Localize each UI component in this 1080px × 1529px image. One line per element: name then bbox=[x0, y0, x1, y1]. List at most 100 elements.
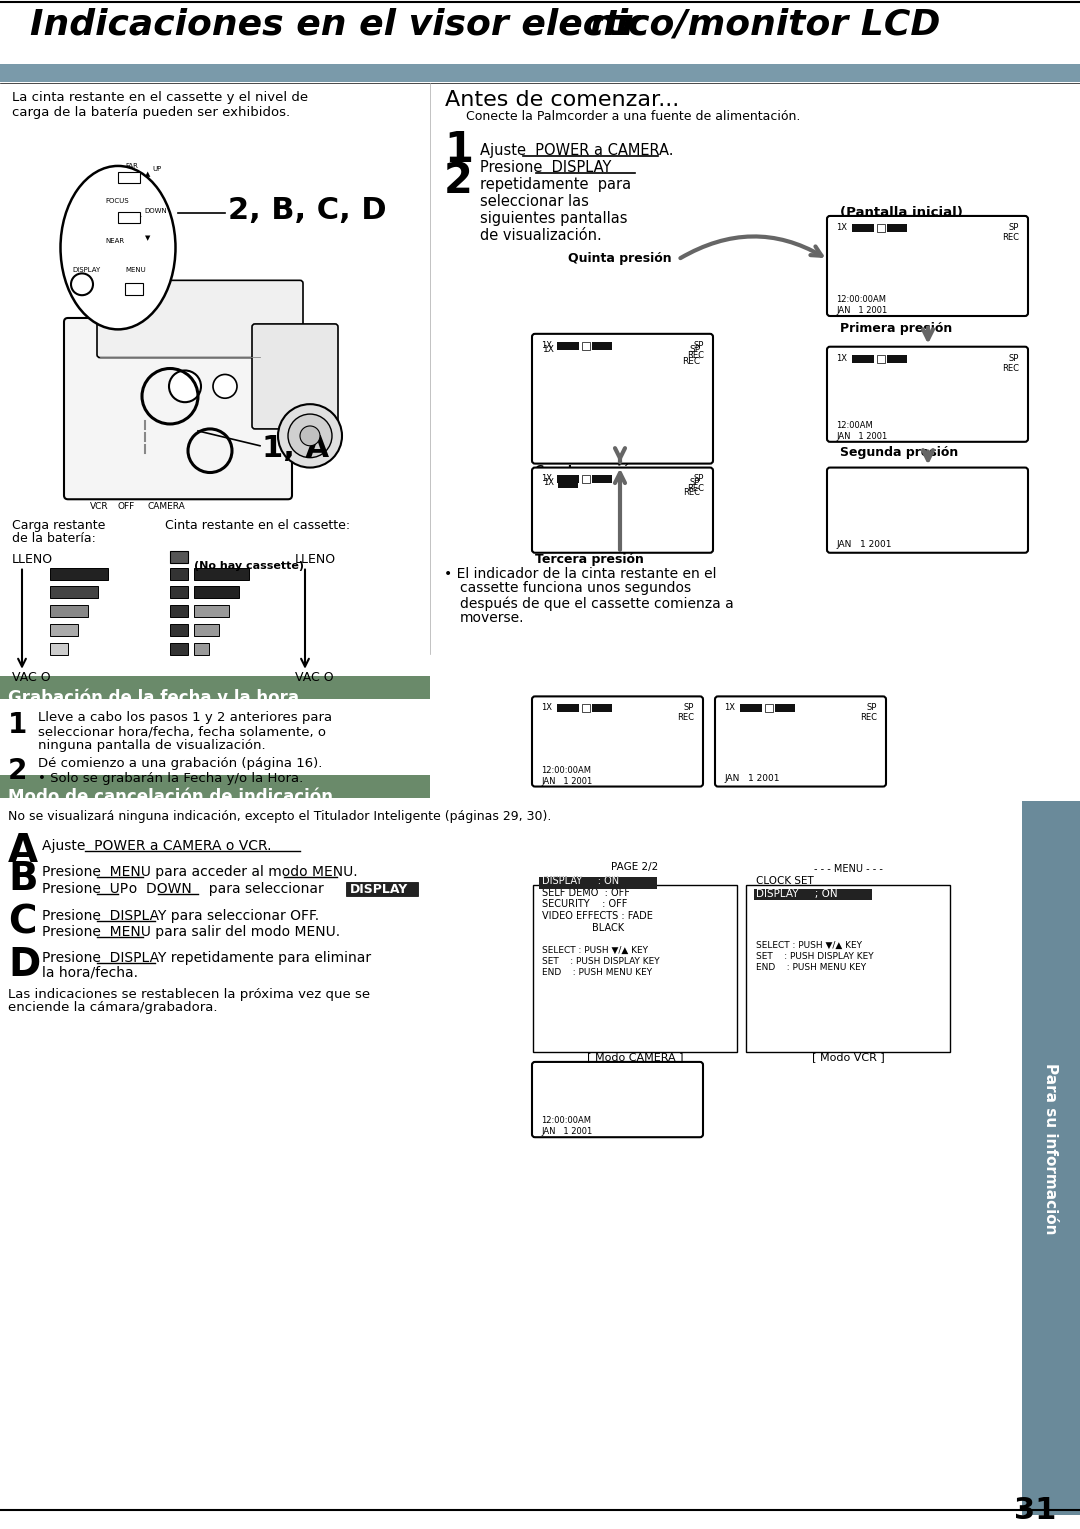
Text: REC: REC bbox=[681, 356, 700, 365]
Text: de visualización.: de visualización. bbox=[480, 228, 602, 243]
Text: MENU: MENU bbox=[125, 268, 146, 274]
FancyBboxPatch shape bbox=[746, 885, 950, 1052]
FancyBboxPatch shape bbox=[252, 324, 338, 430]
Bar bbox=[557, 476, 579, 483]
Text: moverse.: moverse. bbox=[460, 612, 525, 625]
Text: BLACK: BLACK bbox=[542, 924, 624, 933]
Text: B: B bbox=[8, 859, 38, 898]
Text: seleccionar las: seleccionar las bbox=[480, 194, 589, 209]
Bar bbox=[582, 705, 590, 713]
Bar bbox=[170, 567, 188, 579]
Bar bbox=[582, 342, 590, 350]
Text: Ajuste  POWER a CAMERA o VCR.: Ajuste POWER a CAMERA o VCR. bbox=[42, 839, 271, 853]
Bar bbox=[754, 888, 872, 901]
Bar bbox=[877, 355, 885, 362]
Bar bbox=[50, 605, 87, 618]
Text: 1X: 1X bbox=[543, 344, 555, 353]
FancyBboxPatch shape bbox=[97, 280, 303, 358]
Text: JAN   1 2001: JAN 1 2001 bbox=[724, 774, 780, 783]
Bar bbox=[170, 605, 188, 618]
Text: [ Modo CAMERA ]: [ Modo CAMERA ] bbox=[586, 1052, 684, 1063]
Text: 1: 1 bbox=[8, 711, 27, 739]
Text: Presione  DISPLAY: Presione DISPLAY bbox=[480, 161, 611, 176]
FancyBboxPatch shape bbox=[715, 696, 886, 786]
Circle shape bbox=[168, 370, 201, 402]
Text: REC: REC bbox=[860, 713, 877, 722]
Text: 12:00:00AM: 12:00:00AM bbox=[541, 1116, 591, 1125]
Text: SP: SP bbox=[1009, 353, 1020, 362]
Text: Dé comienzo a una grabación (página 16).: Dé comienzo a una grabación (página 16). bbox=[38, 757, 322, 769]
Text: SP: SP bbox=[684, 703, 694, 713]
Text: ▲: ▲ bbox=[146, 171, 151, 177]
Text: la hora/fecha.: la hora/fecha. bbox=[42, 966, 138, 980]
Text: NEAR: NEAR bbox=[105, 237, 124, 243]
Text: Segunda presión: Segunda presión bbox=[840, 446, 958, 459]
Text: • El indicador de la cinta restante en el: • El indicador de la cinta restante en e… bbox=[444, 567, 716, 581]
Bar bbox=[557, 342, 579, 350]
Circle shape bbox=[278, 404, 342, 468]
Text: repetidamente  para: repetidamente para bbox=[480, 177, 631, 193]
Text: FAR: FAR bbox=[125, 164, 138, 170]
Text: nico/monitor LCD: nico/monitor LCD bbox=[590, 8, 941, 41]
Bar bbox=[539, 876, 657, 888]
Bar bbox=[194, 587, 239, 598]
Text: • Solo se grabarán la Fecha y/o la Hora.: • Solo se grabarán la Fecha y/o la Hora. bbox=[38, 772, 303, 784]
Bar bbox=[118, 173, 140, 183]
Bar bbox=[852, 223, 874, 232]
Text: 1X: 1X bbox=[541, 341, 552, 350]
Bar bbox=[887, 355, 907, 362]
Text: SP: SP bbox=[689, 344, 700, 353]
Text: 1X: 1X bbox=[836, 223, 847, 232]
Text: DISPLAY     : ON: DISPLAY : ON bbox=[542, 876, 619, 885]
Text: 1X: 1X bbox=[541, 474, 552, 483]
Text: Carga restante: Carga restante bbox=[12, 518, 106, 532]
Text: Lleve a cabo los pasos 1 y 2 anteriores para: Lleve a cabo los pasos 1 y 2 anteriores … bbox=[38, 711, 333, 725]
Text: LLENO: LLENO bbox=[12, 553, 53, 566]
Text: SECURITY    : OFF: SECURITY : OFF bbox=[542, 899, 627, 910]
Text: [ Modo VCR ]: [ Modo VCR ] bbox=[812, 1052, 885, 1063]
Text: REC: REC bbox=[683, 488, 700, 497]
Text: Modo de cancelación de indicación: Modo de cancelación de indicación bbox=[8, 787, 333, 806]
Text: seleccionar hora/fecha, fecha solamente, o: seleccionar hora/fecha, fecha solamente,… bbox=[38, 725, 326, 739]
Bar bbox=[50, 587, 98, 598]
Text: VCR: VCR bbox=[90, 502, 109, 511]
Text: (No hay cassette): (No hay cassette) bbox=[194, 561, 303, 570]
Bar bbox=[852, 355, 874, 362]
Bar bbox=[887, 223, 907, 232]
FancyBboxPatch shape bbox=[532, 333, 713, 463]
Bar bbox=[194, 624, 219, 636]
Bar bbox=[0, 775, 430, 798]
Text: A: A bbox=[8, 832, 38, 870]
Text: FOCUS: FOCUS bbox=[105, 199, 129, 203]
Bar bbox=[0, 64, 1080, 83]
Text: 1, A: 1, A bbox=[262, 434, 329, 463]
Bar bbox=[118, 213, 140, 223]
Bar bbox=[877, 223, 885, 232]
Text: SELECT : PUSH ▼/▲ KEY: SELECT : PUSH ▼/▲ KEY bbox=[756, 940, 862, 950]
Bar bbox=[170, 550, 188, 563]
Text: SP: SP bbox=[1009, 223, 1020, 232]
Bar bbox=[0, 0, 1080, 81]
Text: La cinta restante en el cassette y el nivel de: La cinta restante en el cassette y el ni… bbox=[12, 92, 308, 104]
Text: 1: 1 bbox=[444, 128, 473, 171]
Bar bbox=[50, 642, 68, 654]
Text: SP: SP bbox=[866, 703, 877, 713]
Bar bbox=[170, 624, 188, 636]
Text: C: C bbox=[8, 904, 37, 942]
Text: después de que el cassette comienza a: después de que el cassette comienza a bbox=[460, 596, 733, 612]
Text: DISPLAY     ; ON: DISPLAY ; ON bbox=[756, 888, 838, 899]
Text: JAN   1 2001: JAN 1 2001 bbox=[541, 1127, 592, 1136]
Text: VAC O: VAC O bbox=[295, 671, 334, 683]
Text: REC: REC bbox=[687, 350, 704, 359]
Text: siguientes pantallas: siguientes pantallas bbox=[480, 211, 627, 226]
Text: —: — bbox=[135, 213, 141, 219]
Bar bbox=[775, 705, 795, 713]
Text: para seleccionar: para seleccionar bbox=[200, 882, 324, 896]
Bar bbox=[0, 676, 430, 699]
Bar bbox=[592, 342, 612, 350]
Text: Indicaciones en el visor electr: Indicaciones en el visor electr bbox=[30, 8, 639, 41]
Text: Quinta presión: Quinta presión bbox=[568, 252, 672, 265]
Text: 12:00:00AM: 12:00:00AM bbox=[541, 766, 591, 775]
Text: 12:00AM: 12:00AM bbox=[836, 420, 873, 430]
Text: (Pantalla inicial): (Pantalla inicial) bbox=[840, 206, 963, 219]
